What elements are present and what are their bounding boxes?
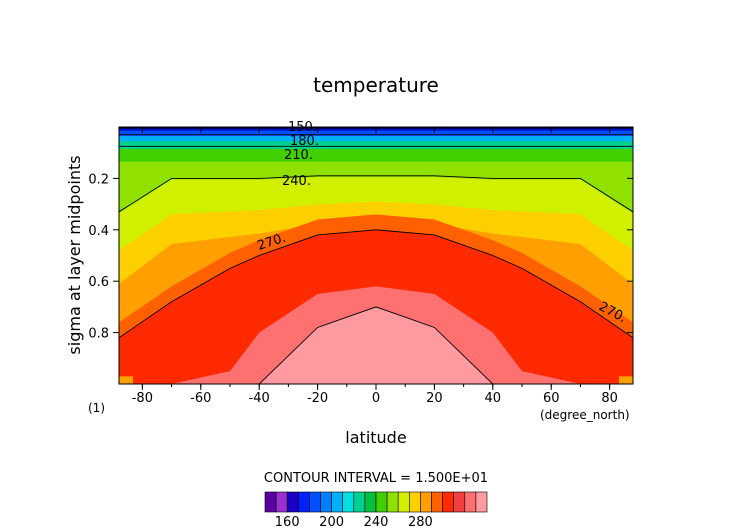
colorbar-swatch <box>420 491 432 513</box>
colorbar-ticks: 160 200 240 280 <box>275 515 433 530</box>
contour-line <box>119 175 633 213</box>
colorbar-swatch <box>464 491 477 513</box>
colorbar-swatch <box>320 491 332 513</box>
colorbar-tick-label: 280 <box>408 515 433 530</box>
x-axis-label: latitude <box>345 428 406 447</box>
contour-interval-note: CONTOUR INTERVAL = 1.500E+01 <box>264 471 488 486</box>
x-tick-label: -20 <box>307 391 328 406</box>
band <box>119 306 633 384</box>
y-axis: 0.2 0.4 0.6 0.8 <box>88 172 633 342</box>
y-tick-label: 0.2 <box>88 172 109 187</box>
contour-label: 210. <box>284 148 313 163</box>
colorbar-swatch <box>397 491 410 513</box>
colorbar-swatch <box>408 491 421 513</box>
chart-title: temperature <box>313 73 439 97</box>
colorbar-swatch <box>286 491 299 513</box>
contour-line <box>119 306 633 384</box>
band <box>619 376 633 384</box>
colorbar-tick-label: 240 <box>364 515 389 530</box>
colorbar-swatch <box>386 491 399 513</box>
colorbar-swatch <box>364 491 377 513</box>
colorbar-swatch <box>264 491 277 513</box>
x-tick-label: 40 <box>485 391 502 406</box>
colorbar-swatch <box>431 491 443 513</box>
y-tick-label: 0.4 <box>88 224 109 239</box>
colorbar-swatch <box>453 491 466 513</box>
colorbar-swatch <box>342 491 355 513</box>
contour-line <box>119 229 633 339</box>
colorbar-tick-label: 200 <box>319 515 344 530</box>
y-tick-label: 0.8 <box>88 327 109 342</box>
contour-label: 180. <box>290 134 319 149</box>
y-tick-label: 0.6 <box>88 275 109 290</box>
colorbar-tick-label: 160 <box>275 515 300 530</box>
x-unit-label: (degree_north) <box>540 408 630 422</box>
colorbar <box>264 491 488 513</box>
contour-label: 150. <box>288 120 317 135</box>
colorbar-swatch <box>297 491 310 513</box>
x-tick-label: 0 <box>372 391 380 406</box>
colorbar-swatch <box>309 491 321 513</box>
y-unit-label: (1) <box>88 401 105 415</box>
contour-label: 240. <box>282 174 311 189</box>
colorbar-swatch <box>442 491 455 513</box>
x-tick-label: 60 <box>543 391 560 406</box>
colorbar-swatch <box>375 491 388 513</box>
x-tick-label: 20 <box>426 391 443 406</box>
x-tick-label: -80 <box>132 391 153 406</box>
band <box>119 376 133 384</box>
colorbar-swatch <box>475 491 488 513</box>
x-tick-label: -60 <box>190 391 211 406</box>
colorbar-swatch <box>275 491 288 513</box>
y-axis-label: sigma at layer midpoints <box>65 155 84 354</box>
x-tick-label: -40 <box>249 391 270 406</box>
plot-area <box>118 126 634 385</box>
colorbar-swatch <box>331 491 344 513</box>
x-axis: -80 -60 -40 -20 0 20 40 60 80 <box>132 127 618 406</box>
x-tick-label: 80 <box>601 391 618 406</box>
colorbar-swatch <box>353 491 366 513</box>
